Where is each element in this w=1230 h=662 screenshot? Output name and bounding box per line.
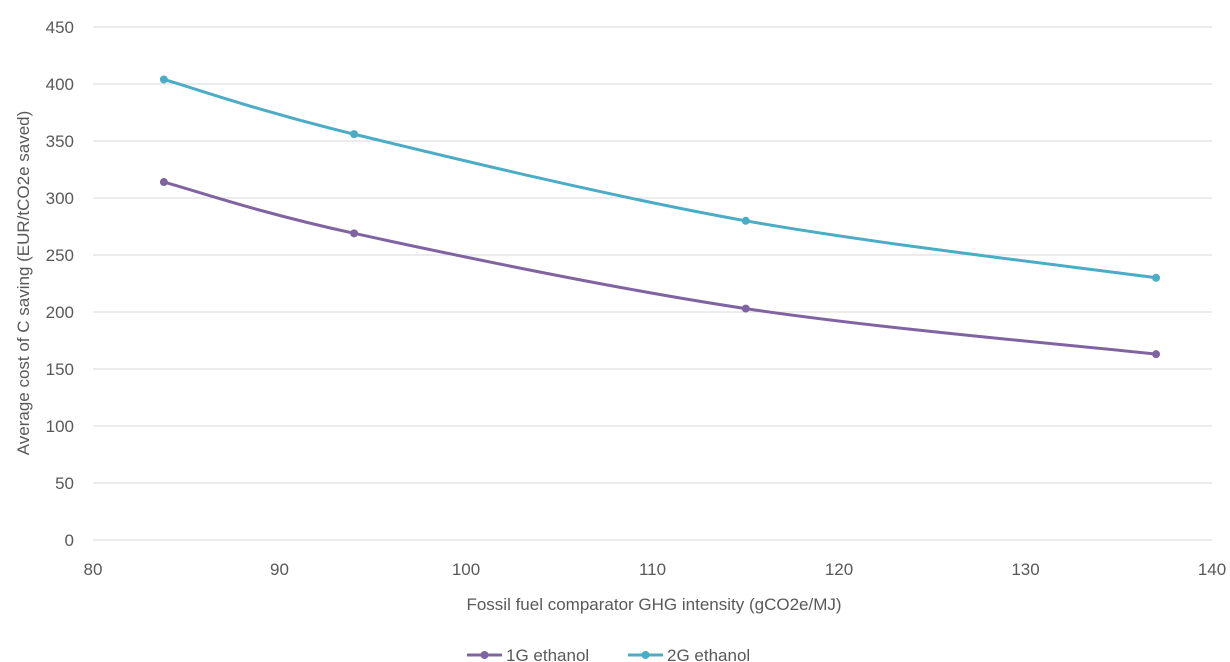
y-tick-label: 250 [46,246,74,265]
y-tick-label: 400 [46,75,74,94]
x-tick-label: 110 [639,560,666,579]
legend-item-1g-ethanol: 1G ethanol [467,646,589,662]
x-tick-label: 80 [84,560,103,579]
x-axis-label: Fossil fuel comparator GHG intensity (gC… [466,595,841,614]
x-tick-label: 140 [1198,560,1226,579]
x-tick-label: 100 [452,560,480,579]
x-tick-label: 120 [825,560,853,579]
y-tick-label: 150 [46,360,74,379]
grid-lines [93,26,1212,541]
series-lines [159,75,1161,359]
data-point-2g-ethanol [350,130,359,139]
series-line-2g-ethanol [163,77,1157,280]
y-tick-label: 200 [46,303,74,322]
legend-label-2g-ethanol: 2G ethanol [667,646,750,662]
y-tick-label: 350 [46,132,74,151]
y-tick-label: 450 [46,18,74,37]
x-tick-label: 130 [1011,560,1039,579]
legend-label-1g-ethanol: 1G ethanol [506,646,589,662]
y-tick-label: 100 [46,417,74,436]
legend-item-2g-ethanol: 2G ethanol [628,646,750,662]
y-tick-labels: 0 50 100 150 200 250 300 350 400 450 [46,18,74,550]
series-line-1g-ethanol [163,180,1157,356]
y-tick-label: 50 [55,474,74,493]
data-point-2g-ethanol [741,216,750,225]
x-tick-label: 90 [270,560,289,579]
y-tick-label: 300 [46,189,74,208]
data-point-2g-ethanol [159,75,168,84]
x-tick-labels: 80 90 100 110 120 130 140 [84,560,1227,579]
y-axis-label: Average cost of C saving (EUR/tCO2e save… [14,111,33,456]
legend: 1G ethanol 2G ethanol [467,646,750,662]
y-tick-label: 0 [65,531,74,550]
data-point-2g-ethanol [1152,273,1161,282]
data-point-1g-ethanol [159,178,168,187]
data-point-1g-ethanol [1152,350,1161,359]
data-point-1g-ethanol [741,304,750,313]
data-point-1g-ethanol [350,229,359,238]
